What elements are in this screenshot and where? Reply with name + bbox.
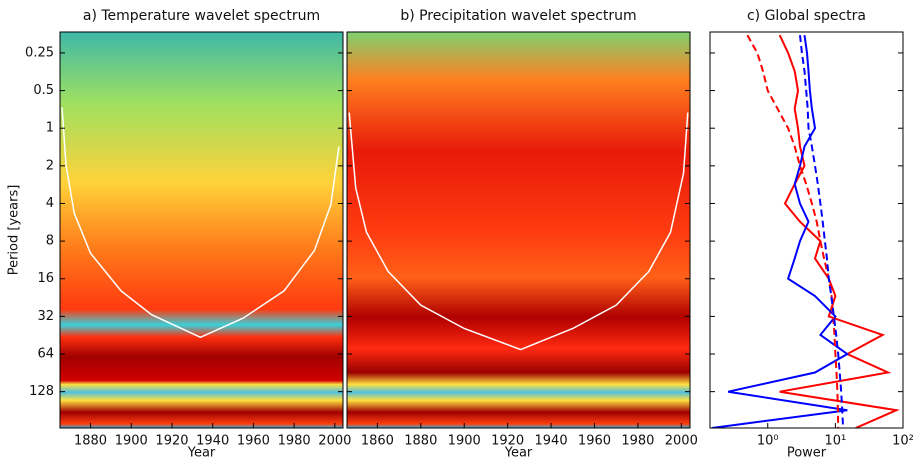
cone-of-influence <box>61 107 340 339</box>
y-tick-label: 128 <box>29 384 54 399</box>
chart-title: b) Precipitation wavelet spectrum <box>400 8 636 24</box>
x-tick-label: 1880 <box>404 434 437 449</box>
wavelet-power-b <box>347 32 690 428</box>
plot-frame <box>346 31 691 429</box>
spectrum-line <box>778 34 900 428</box>
y-tick-label: 4 <box>46 196 54 211</box>
x-tick-label: 1920 <box>155 434 188 449</box>
y-tick-label: 0.5 <box>33 83 54 98</box>
x-tick-label: 1940 <box>196 434 229 449</box>
x-tick-label: 10⁰ <box>757 434 779 449</box>
plot-frame <box>59 31 344 429</box>
plot-frame <box>709 31 904 429</box>
spectrum-line <box>711 34 850 428</box>
x-tick-label: 10² <box>892 434 913 449</box>
y-tick-label: 2 <box>46 158 54 173</box>
y-tick-label: 0.25 <box>25 45 54 60</box>
y-tick-label: 16 <box>37 271 54 286</box>
x-tick-label: 2000 <box>318 434 351 449</box>
y-tick-label: 32 <box>37 309 54 324</box>
x-tick-label: 1980 <box>621 434 654 449</box>
cone-of-influence <box>348 112 689 351</box>
y-axis-label: Period [years] <box>7 185 22 276</box>
x-tick-label: 1940 <box>535 434 568 449</box>
x-axis-label: Year <box>187 446 216 461</box>
spectrum-line <box>746 34 840 428</box>
chart-title: a) Temperature wavelet spectrum <box>83 8 320 24</box>
x-tick-label: 1980 <box>278 434 311 449</box>
x-axis-label: Year <box>504 446 533 461</box>
y-tick-label: 64 <box>37 347 54 362</box>
x-tick-label: 1860 <box>361 434 394 449</box>
y-tick-label: 1 <box>46 121 54 136</box>
x-tick-label: 1960 <box>237 434 270 449</box>
wavelet-power-a <box>60 32 343 428</box>
x-tick-label: 10¹ <box>824 434 846 449</box>
spectrum-line <box>799 34 845 428</box>
x-tick-label: 1920 <box>491 434 524 449</box>
x-tick-label: 1900 <box>115 434 148 449</box>
y-tick-label: 8 <box>46 234 54 249</box>
x-tick-label: 1900 <box>448 434 481 449</box>
x-tick-label: 1880 <box>74 434 107 449</box>
x-tick-label: 1960 <box>578 434 611 449</box>
x-axis-label: Power <box>787 446 827 461</box>
chart-title: c) Global spectra <box>747 8 866 24</box>
x-tick-label: 2000 <box>665 434 698 449</box>
